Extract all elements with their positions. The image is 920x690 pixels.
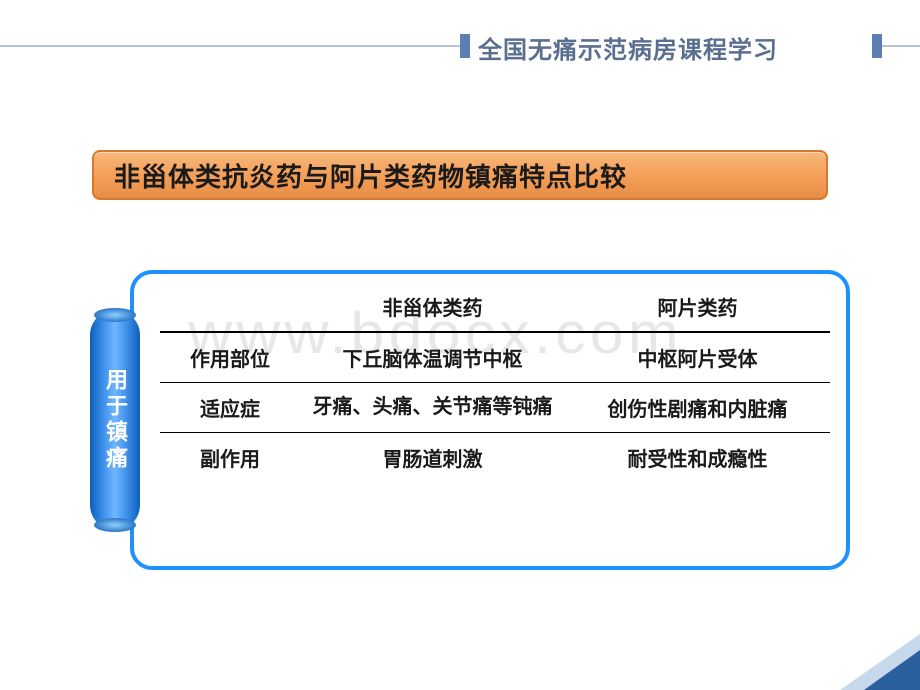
cell: 耐受性和成瘾性 — [565, 433, 830, 483]
table-row: 副作用 胃肠道刺激 耐受性和成瘾性 — [160, 433, 830, 483]
section-title-text: 非甾体类抗炎药与阿片类药物镇痛特点比较 — [114, 157, 627, 194]
header-stub-right — [872, 34, 882, 58]
side-pill-label: 用于镇痛 — [99, 368, 131, 472]
cell: 创伤性剧痛和内脏痛 — [565, 383, 830, 433]
header-title: 全国无痛示范病房课程学习 — [478, 30, 778, 65]
table-header-empty — [160, 282, 300, 332]
cell: 下丘脑体温调节中枢 — [300, 332, 565, 383]
cell: 中枢阿片受体 — [565, 332, 830, 383]
table-row: 适应症 牙痛、头痛、关节痛等钝痛 创伤性剧痛和内脏痛 — [160, 383, 830, 433]
row-label: 副作用 — [160, 433, 300, 483]
corner-decoration-dark — [864, 650, 920, 690]
side-pill: 用于镇痛 — [90, 310, 140, 530]
header-stub-left — [460, 34, 470, 58]
table-header-col-b: 阿片类药 — [565, 282, 830, 332]
header-bar: 全国无痛示范病房课程学习 — [0, 28, 920, 64]
table-header-col-a: 非甾体类药 — [300, 282, 565, 332]
pill-cap-bottom — [94, 518, 136, 532]
comparison-table: 非甾体类药 阿片类药 作用部位 下丘脑体温调节中枢 中枢阿片受体 适应症 牙痛、… — [160, 282, 830, 482]
row-label: 适应症 — [160, 383, 300, 433]
header-rule-left — [0, 45, 460, 47]
cell: 牙痛、头痛、关节痛等钝痛 — [300, 383, 565, 433]
pill-cap-top — [94, 308, 136, 322]
cell: 胃肠道刺激 — [300, 433, 565, 483]
table-header-row: 非甾体类药 阿片类药 — [160, 282, 830, 332]
row-label: 作用部位 — [160, 332, 300, 383]
header-rule-right — [882, 45, 920, 47]
section-title-banner: 非甾体类抗炎药与阿片类药物镇痛特点比较 — [92, 150, 828, 200]
table-row: 作用部位 下丘脑体温调节中枢 中枢阿片受体 — [160, 332, 830, 383]
